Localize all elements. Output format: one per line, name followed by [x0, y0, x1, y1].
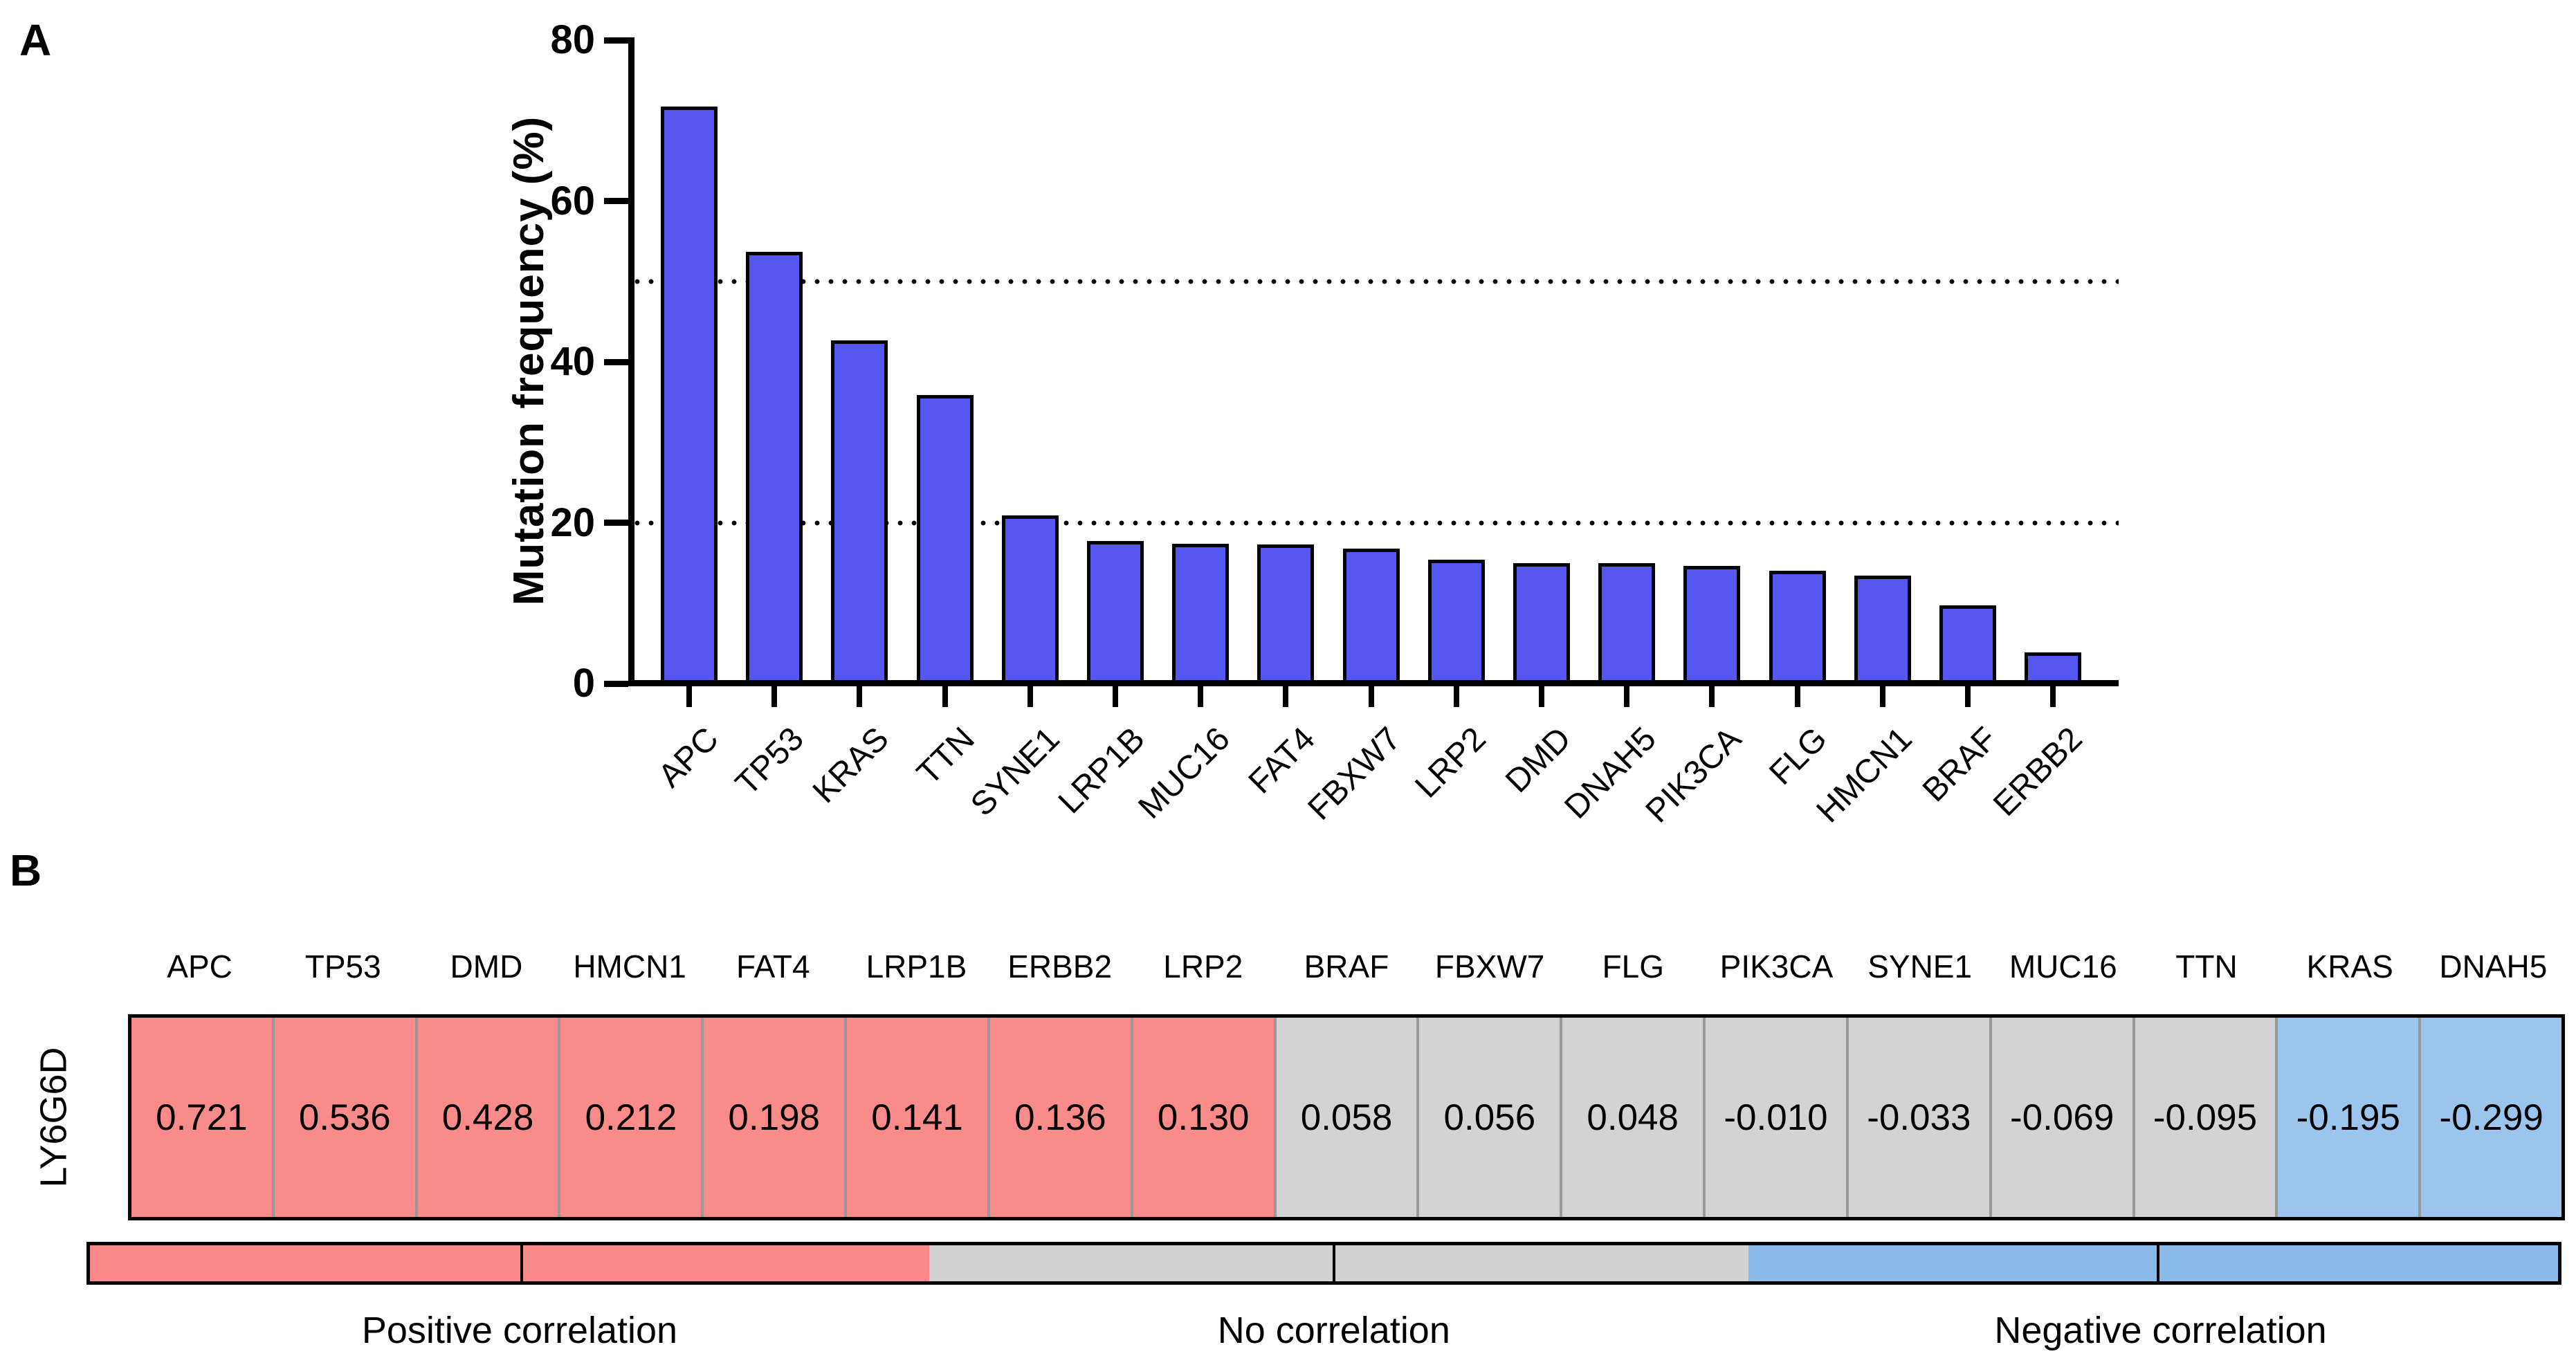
- heatmap-row: 0.721 0.536 0.428 0.212 0.198 0.141 0.136 0.130…: [128, 1014, 2565, 1220]
- heatmap-cell-FBXW7: 0.056: [1416, 1018, 1560, 1217]
- bar-KRAS: [831, 340, 888, 684]
- heatmap-column-headers: APC TP53 DMD HMCN1 FAT4 LRP1B ERBB2 LRP2 BRAF FBX…: [128, 945, 2565, 988]
- y-axis-tick: [604, 520, 628, 526]
- y-axis-line: [628, 37, 634, 686]
- legend-label-0: Positive correlation: [361, 1310, 678, 1351]
- heatmap-cell-APC: 0.721: [131, 1018, 272, 1217]
- heatmap-cell-TTN: -0.095: [2132, 1018, 2276, 1217]
- heatmap-header-BRAF: BRAF: [1304, 949, 1389, 984]
- panel-b-label: B: [10, 845, 42, 895]
- heatmap-header-DNAH5: DNAH5: [2439, 949, 2548, 984]
- x-axis-tick: [1453, 686, 1459, 707]
- heatmap-cell-ERBB2: 0.136: [987, 1018, 1131, 1217]
- y-tick-label: 20: [550, 500, 595, 545]
- x-axis-tick: [1198, 686, 1204, 707]
- x-axis-tick: [686, 686, 692, 707]
- bar-FAT4: [1257, 544, 1315, 684]
- x-axis-tick: [1283, 686, 1289, 707]
- x-axis-tick: [771, 686, 778, 707]
- heatmap-header-LRP1B: LRP1B: [866, 949, 967, 984]
- heatmap-cell-DNAH5: -0.299: [2418, 1018, 2562, 1217]
- bar-FBXW7: [1342, 548, 1400, 684]
- heatmap-cell-DMD: 0.428: [414, 1018, 558, 1217]
- heatmap-cell-HMCN1: 0.212: [558, 1018, 702, 1217]
- heatmap-header-FAT4: FAT4: [736, 949, 810, 984]
- bar-APC: [661, 107, 718, 684]
- heatmap-row-label-text: LY6G6D: [33, 1047, 75, 1188]
- y-tick-label: 40: [550, 339, 595, 384]
- heatmap-header-ERBB2: ERBB2: [1007, 949, 1113, 984]
- heatmap-header-HMCN1: HMCN1: [573, 949, 686, 984]
- heatmap-header-FLG: FLG: [1602, 949, 1665, 984]
- heatmap-header-DMD: DMD: [450, 949, 523, 984]
- bar-FLG: [1769, 571, 1826, 684]
- heatmap-header-KRAS: KRAS: [2306, 949, 2393, 984]
- y-axis-tick: [604, 37, 628, 44]
- heatmap-cell-MUC16: -0.069: [1989, 1018, 2132, 1217]
- x-axis-tick: [857, 686, 863, 707]
- x-axis-tick: [1113, 686, 1118, 707]
- heatmap-cell-LRP1B: 0.141: [844, 1018, 987, 1217]
- heatmap-header-LRP2: LRP2: [1163, 949, 1243, 984]
- legend-tick: [520, 1245, 524, 1281]
- heatmap-row-label: LY6G6D: [19, 1014, 89, 1220]
- x-axis-line: [628, 680, 2119, 686]
- x-axis-tick: [1965, 686, 1971, 707]
- heatmap-cell-FLG: 0.048: [1560, 1018, 1703, 1217]
- heatmap-header-PIK3CA: PIK3CA: [1719, 949, 1834, 984]
- legend-segment-2: [1748, 1245, 2558, 1281]
- bar-LRP2: [1427, 559, 1485, 684]
- legend-tick: [2157, 1245, 2160, 1281]
- bar-BRAF: [1939, 605, 1996, 684]
- x-axis-tick: [2050, 686, 2056, 707]
- x-axis-tick: [1027, 686, 1033, 707]
- heatmap-cell-TP53: 0.536: [271, 1018, 415, 1217]
- legend-segment-0: [90, 1245, 929, 1281]
- y-axis-tick: [604, 198, 628, 204]
- heatmap-header-TTN: TTN: [2175, 949, 2238, 984]
- legend-label-2: Negative correlation: [1994, 1310, 2327, 1351]
- dotted-reference-line-20: [634, 520, 2119, 526]
- panel-a-label: A: [19, 15, 52, 65]
- bar-MUC16: [1172, 543, 1230, 684]
- heatmap-header-TP53: TP53: [304, 949, 381, 984]
- x-axis-tick: [1879, 686, 1885, 707]
- heatmap-header-SYNE1: SYNE1: [1867, 949, 1973, 984]
- bar-DNAH5: [1598, 562, 1656, 684]
- x-axis-tick: [1539, 686, 1544, 707]
- y-axis-tick: [604, 358, 628, 365]
- y-axis-tick: [604, 680, 628, 687]
- heatmap-header-APC: APC: [167, 949, 232, 984]
- heatmap-cell-SYNE1: -0.033: [1845, 1018, 1989, 1217]
- legend-segment-1: [929, 1245, 1748, 1281]
- bar-PIK3CA: [1683, 566, 1741, 684]
- heatmap-cell-LRP2: 0.130: [1130, 1018, 1274, 1217]
- bar-SYNE1: [1001, 515, 1059, 684]
- x-axis-tick: [1794, 686, 1800, 707]
- y-tick-label: 0: [572, 661, 595, 706]
- x-axis-tick: [942, 686, 948, 707]
- y-tick-label: 60: [550, 178, 595, 223]
- bar-LRP1B: [1087, 541, 1144, 684]
- bar-TTN: [916, 394, 974, 684]
- legend-tick: [1332, 1245, 1335, 1281]
- heatmap-cell-FAT4: 0.198: [701, 1018, 845, 1217]
- bar-TP53: [746, 251, 803, 684]
- legend-label-1: No correlation: [1217, 1310, 1450, 1351]
- heatmap-cell-PIK3CA: -0.010: [1703, 1018, 1846, 1217]
- heatmap-header-MUC16: MUC16: [2009, 949, 2117, 984]
- bar-DMD: [1513, 562, 1570, 684]
- heatmap-cell-KRAS: -0.195: [2275, 1018, 2419, 1217]
- y-tick-label: 80: [550, 17, 595, 62]
- heatmap-header-FBXW7: FBXW7: [1434, 949, 1545, 984]
- x-axis-tick: [1709, 686, 1715, 707]
- heatmap-cell-BRAF: 0.058: [1273, 1018, 1417, 1217]
- x-axis-tick: [1368, 686, 1374, 707]
- bar-HMCN1: [1854, 576, 1911, 684]
- correlation-legend-bar: [86, 1242, 2561, 1285]
- dotted-reference-line-50: [634, 278, 2119, 284]
- x-axis-tick: [1624, 686, 1630, 707]
- bar-ERBB2: [2025, 652, 2082, 684]
